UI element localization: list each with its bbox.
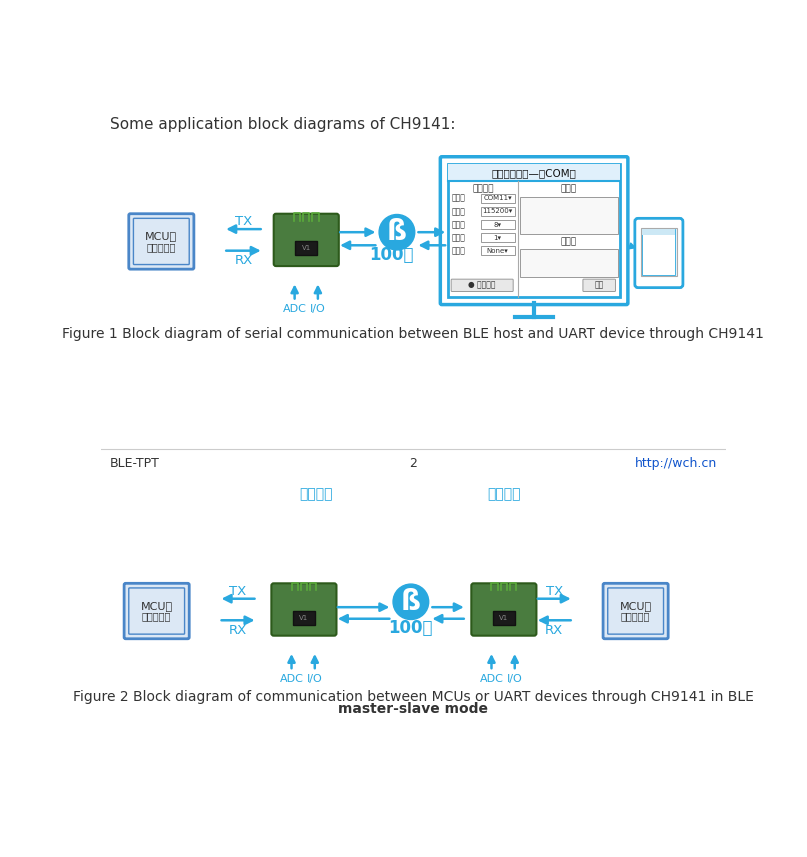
- Text: ADC: ADC: [282, 304, 307, 315]
- FancyBboxPatch shape: [481, 194, 515, 203]
- Text: ß: ß: [401, 588, 421, 616]
- Text: 校验位: 校验位: [452, 246, 466, 255]
- Text: V1: V1: [302, 245, 311, 251]
- Text: I/O: I/O: [307, 674, 323, 684]
- Text: RX: RX: [234, 255, 253, 267]
- FancyBboxPatch shape: [448, 165, 620, 182]
- FancyBboxPatch shape: [481, 246, 515, 255]
- Text: 2: 2: [409, 457, 417, 470]
- Text: 嵌入式设备: 嵌入式设备: [621, 611, 650, 621]
- FancyBboxPatch shape: [295, 242, 317, 255]
- Text: Figure 2 Block diagram of communication between MCUs or UART devices through CH9: Figure 2 Block diagram of communication …: [73, 690, 754, 704]
- FancyBboxPatch shape: [641, 228, 677, 276]
- Text: 串口配置: 串口配置: [472, 184, 494, 194]
- Text: master-slave mode: master-slave mode: [338, 702, 488, 716]
- Text: 嵌入式设备: 嵌入式设备: [142, 611, 171, 621]
- FancyBboxPatch shape: [274, 213, 339, 266]
- FancyBboxPatch shape: [608, 588, 663, 634]
- Text: RX: RX: [545, 624, 563, 637]
- FancyBboxPatch shape: [124, 584, 189, 638]
- Text: 数据位: 数据位: [452, 220, 466, 229]
- Text: 发送: 发送: [595, 281, 604, 290]
- Text: TX: TX: [235, 215, 252, 228]
- Text: 接收区: 接收区: [560, 184, 576, 194]
- Text: 发送区: 发送区: [560, 237, 576, 246]
- Text: V1: V1: [299, 615, 308, 621]
- FancyBboxPatch shape: [293, 611, 315, 625]
- FancyBboxPatch shape: [271, 584, 337, 636]
- FancyBboxPatch shape: [448, 165, 620, 297]
- Text: MCU等: MCU等: [620, 601, 652, 611]
- Text: I/O: I/O: [310, 304, 326, 315]
- FancyBboxPatch shape: [441, 157, 628, 304]
- Text: I/O: I/O: [507, 674, 523, 684]
- FancyBboxPatch shape: [642, 229, 675, 235]
- Text: ● 打开串口: ● 打开串口: [468, 281, 496, 290]
- Text: 100米: 100米: [389, 619, 433, 637]
- Text: COM11▾: COM11▾: [483, 195, 512, 201]
- FancyBboxPatch shape: [521, 197, 618, 234]
- Text: 串口号: 串口号: [452, 194, 466, 203]
- Text: 嵌入式设备: 嵌入式设备: [147, 242, 176, 252]
- Text: TX: TX: [546, 584, 562, 597]
- FancyBboxPatch shape: [603, 584, 668, 638]
- Text: BLE-TPT: BLE-TPT: [111, 457, 160, 470]
- Text: 主机模式: 主机模式: [299, 487, 333, 501]
- Text: 115200▾: 115200▾: [483, 208, 512, 214]
- FancyBboxPatch shape: [451, 279, 513, 291]
- Text: ß: ß: [387, 219, 407, 246]
- FancyBboxPatch shape: [642, 229, 675, 274]
- FancyBboxPatch shape: [583, 279, 616, 291]
- Text: MCU等: MCU等: [140, 601, 173, 611]
- Text: ADC: ADC: [279, 674, 303, 684]
- Circle shape: [393, 584, 429, 620]
- FancyBboxPatch shape: [133, 219, 189, 265]
- FancyBboxPatch shape: [481, 220, 515, 229]
- Text: 停止位: 停止位: [452, 233, 466, 242]
- Text: RX: RX: [229, 624, 247, 637]
- Text: 1▾: 1▾: [494, 235, 502, 241]
- Text: 8▾: 8▾: [494, 221, 502, 227]
- FancyBboxPatch shape: [493, 611, 515, 625]
- FancyBboxPatch shape: [129, 588, 185, 634]
- FancyBboxPatch shape: [635, 219, 683, 288]
- Text: http://wch.cn: http://wch.cn: [635, 457, 717, 470]
- Text: None▾: None▾: [487, 248, 508, 254]
- Text: V1: V1: [500, 615, 508, 621]
- Text: TX: TX: [229, 584, 247, 597]
- Circle shape: [379, 214, 415, 250]
- FancyBboxPatch shape: [481, 233, 515, 243]
- FancyBboxPatch shape: [481, 207, 515, 216]
- Text: ADC: ADC: [479, 674, 504, 684]
- FancyBboxPatch shape: [129, 213, 194, 269]
- Text: 100米: 100米: [370, 246, 414, 264]
- Text: MCU等: MCU等: [145, 231, 178, 241]
- Text: Some application block diagrams of CH9141:: Some application block diagrams of CH914…: [111, 117, 456, 132]
- Text: 波特率: 波特率: [452, 207, 466, 216]
- Text: Figure 1 Block diagram of serial communication between BLE host and UART device : Figure 1 Block diagram of serial communi…: [62, 327, 764, 341]
- FancyBboxPatch shape: [471, 584, 537, 636]
- Text: 从机模式: 从机模式: [487, 487, 521, 501]
- Text: 串口调试工具—「COM」: 串口调试工具—「COM」: [491, 168, 576, 178]
- FancyBboxPatch shape: [521, 249, 618, 277]
